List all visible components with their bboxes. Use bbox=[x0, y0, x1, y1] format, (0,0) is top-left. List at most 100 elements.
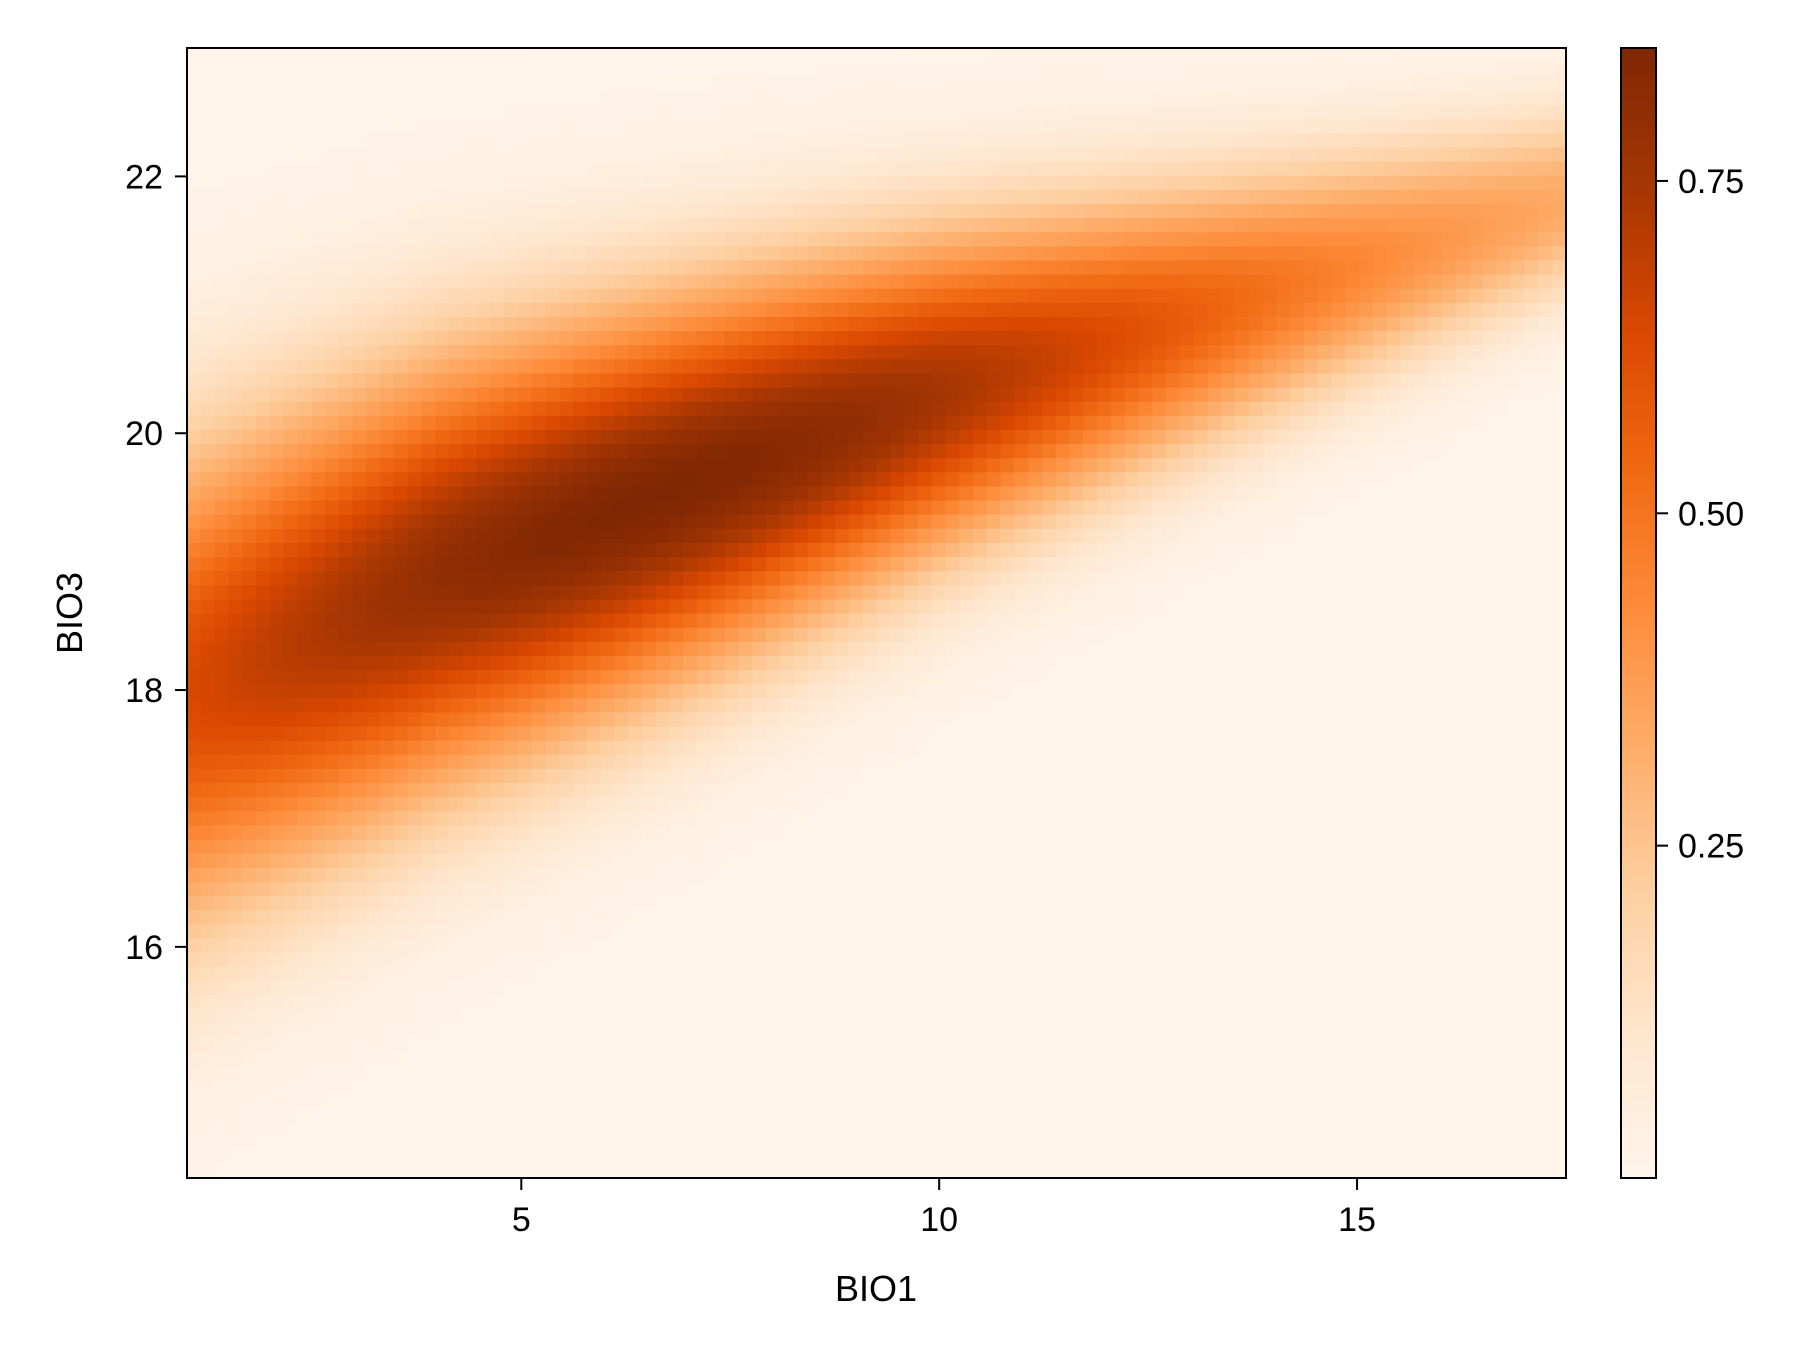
heatmap-cell bbox=[421, 471, 436, 487]
heatmap-cell bbox=[531, 669, 547, 685]
heatmap-cell bbox=[297, 401, 312, 416]
heatmap-cell bbox=[642, 514, 657, 529]
heatmap-cell bbox=[490, 810, 505, 826]
heatmap-cell bbox=[283, 598, 298, 614]
heatmap-cell bbox=[407, 1050, 423, 1066]
heatmap-cell bbox=[297, 1163, 312, 1179]
heatmap-cell bbox=[352, 344, 367, 360]
heatmap-cell bbox=[711, 372, 726, 388]
heatmap-cell bbox=[862, 330, 878, 346]
heatmap-cell bbox=[752, 1135, 767, 1151]
heatmap-cell bbox=[297, 754, 312, 769]
heatmap-cell bbox=[200, 726, 216, 741]
heatmap-cell bbox=[766, 1107, 781, 1123]
heatmap-cell bbox=[1028, 754, 1043, 769]
heatmap-cell bbox=[573, 711, 588, 727]
heatmap-cell bbox=[862, 457, 878, 473]
heatmap-cell bbox=[1000, 711, 1015, 727]
heatmap-cell bbox=[228, 810, 243, 826]
heatmap-cell bbox=[421, 655, 436, 671]
heatmap-cell bbox=[366, 485, 381, 501]
heatmap-cell bbox=[1041, 754, 1057, 769]
heatmap-cell bbox=[242, 966, 257, 981]
heatmap-cell bbox=[600, 514, 616, 529]
heatmap-cell bbox=[655, 387, 671, 402]
heatmap-cell bbox=[945, 90, 960, 106]
heatmap-cell bbox=[683, 980, 698, 995]
heatmap-cell bbox=[862, 782, 878, 798]
heatmap-cell bbox=[545, 231, 560, 247]
heatmap-cell bbox=[545, 923, 560, 939]
heatmap-cell bbox=[738, 372, 753, 388]
heatmap-cell bbox=[393, 372, 409, 388]
heatmap-cell bbox=[352, 302, 367, 317]
heatmap-cell bbox=[766, 1008, 781, 1024]
heatmap-cell bbox=[752, 726, 767, 741]
heatmap-cell bbox=[462, 231, 478, 247]
heatmap-cell bbox=[766, 542, 781, 558]
heatmap-cell bbox=[835, 358, 850, 374]
heatmap-cell bbox=[973, 824, 988, 840]
heatmap-cell bbox=[973, 358, 988, 374]
heatmap-cell bbox=[490, 62, 505, 77]
heatmap-cell bbox=[614, 853, 629, 868]
heatmap-cell bbox=[200, 62, 216, 77]
heatmap-cell bbox=[393, 48, 409, 63]
heatmap-cell bbox=[324, 485, 340, 501]
heatmap-cell bbox=[462, 669, 478, 685]
heatmap-cell bbox=[904, 1163, 919, 1179]
heatmap-cell bbox=[835, 923, 850, 939]
heatmap-cell bbox=[586, 952, 602, 967]
heatmap-cell bbox=[490, 274, 505, 289]
heatmap-cell bbox=[876, 613, 891, 628]
heatmap-cell bbox=[407, 1135, 423, 1151]
heatmap-cell bbox=[862, 740, 878, 755]
heatmap-cell bbox=[531, 132, 547, 148]
heatmap-cell bbox=[1041, 1121, 1057, 1137]
heatmap-cell bbox=[338, 203, 354, 219]
heatmap-cell bbox=[862, 923, 878, 939]
heatmap-cell bbox=[848, 104, 864, 120]
heatmap-cell bbox=[779, 726, 795, 741]
heatmap-cell bbox=[835, 231, 850, 247]
heatmap-cell bbox=[669, 1093, 685, 1108]
heatmap-cell bbox=[297, 217, 312, 233]
heatmap-cell bbox=[862, 104, 878, 120]
heatmap-cell bbox=[683, 669, 698, 685]
heatmap-cell bbox=[1014, 500, 1029, 515]
heatmap-cell bbox=[531, 401, 547, 416]
heatmap-cell bbox=[600, 259, 616, 275]
heatmap-cell bbox=[338, 1093, 354, 1108]
heatmap-cell bbox=[655, 598, 671, 614]
heatmap-cell bbox=[324, 669, 340, 685]
heatmap-cell bbox=[531, 76, 547, 91]
heatmap-cell bbox=[283, 641, 298, 656]
heatmap-cell bbox=[697, 48, 712, 63]
heatmap-cell bbox=[297, 90, 312, 106]
heatmap-cell bbox=[945, 909, 960, 925]
heatmap-cell bbox=[862, 1093, 878, 1108]
heatmap-cell bbox=[779, 302, 795, 317]
heatmap-cell bbox=[504, 641, 519, 656]
heatmap-cell bbox=[490, 881, 505, 897]
heatmap-cell bbox=[752, 161, 767, 176]
heatmap-cell bbox=[862, 867, 878, 882]
heatmap-cell bbox=[490, 217, 505, 233]
heatmap-cell bbox=[559, 853, 574, 868]
heatmap-cell bbox=[517, 443, 533, 459]
heatmap-cell bbox=[848, 415, 864, 430]
heatmap-cell bbox=[200, 881, 216, 897]
heatmap-cell bbox=[255, 76, 271, 91]
heatmap-cell bbox=[807, 1036, 822, 1052]
heatmap-cell bbox=[931, 1079, 947, 1094]
heatmap-cell bbox=[435, 1163, 450, 1179]
heatmap-cell bbox=[242, 683, 257, 699]
heatmap-cell bbox=[752, 217, 767, 233]
heatmap-cell bbox=[917, 429, 933, 445]
heatmap-cell bbox=[890, 1036, 905, 1052]
heatmap-cell bbox=[973, 429, 988, 445]
heatmap-cell bbox=[904, 754, 919, 769]
heatmap-cell bbox=[504, 966, 519, 981]
heatmap-cell bbox=[821, 613, 836, 628]
heatmap-cell bbox=[862, 274, 878, 289]
